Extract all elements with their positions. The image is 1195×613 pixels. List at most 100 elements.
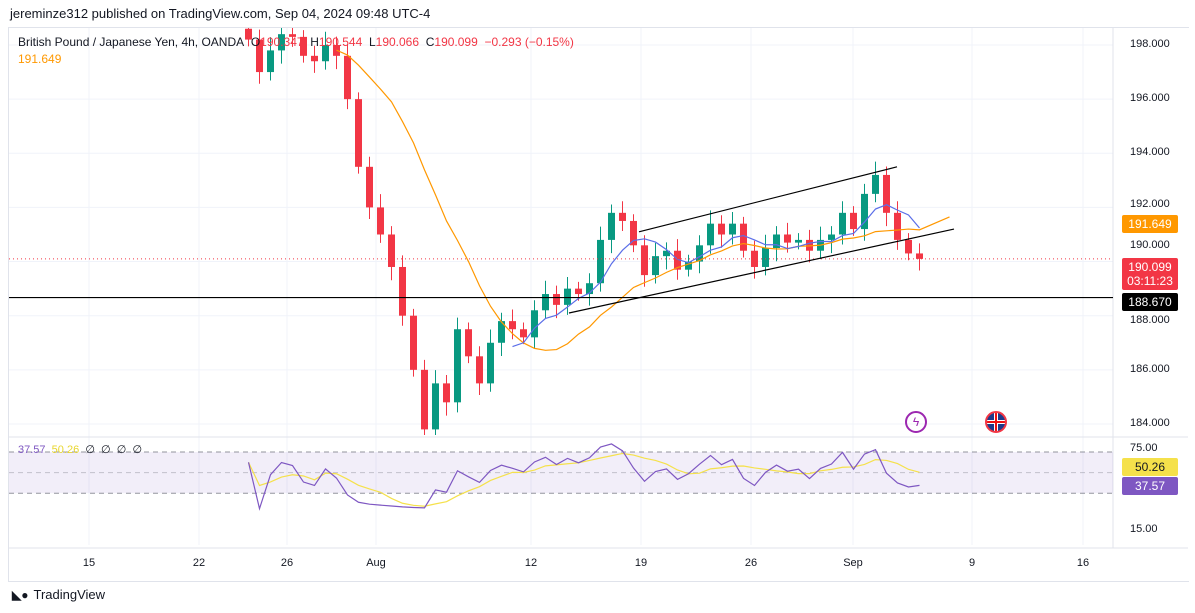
time-axis-label: 16 — [1076, 557, 1090, 569]
candle-body — [300, 36, 307, 56]
candle-body — [377, 207, 384, 235]
candle-body — [839, 212, 846, 235]
candle-body — [564, 288, 571, 305]
candle-body — [674, 250, 681, 270]
candle-body — [575, 288, 582, 295]
candle-body — [322, 45, 329, 62]
candle-body — [344, 55, 351, 100]
candle-body — [399, 266, 406, 316]
close-value: 190.099 — [434, 35, 478, 49]
candle-body — [542, 294, 549, 311]
channel-lower-line — [568, 228, 955, 314]
bar-countdown: 03:11:23 — [1127, 274, 1173, 288]
candle-body — [465, 329, 472, 357]
candle-body — [707, 223, 714, 246]
candle-body — [256, 39, 263, 73]
symbol-title: British Pound / Japanese Yen, 4h, OANDA — [18, 35, 245, 49]
rsi-tag: 37.57 — [1122, 477, 1178, 495]
candle-body — [608, 212, 615, 240]
candle-body — [872, 174, 879, 194]
candle-body — [740, 223, 747, 251]
candle-body — [366, 166, 373, 208]
time-axis-label: 15 — [82, 557, 96, 569]
time-axis-label: 22 — [192, 557, 206, 569]
candle-body — [762, 248, 769, 267]
candle-body — [784, 234, 791, 243]
candle-body — [586, 283, 593, 295]
rsi-line — [247, 443, 920, 511]
candle-body — [432, 383, 439, 430]
candle-body — [894, 212, 901, 240]
uk-flag-icon[interactable] — [985, 411, 1007, 433]
candle-body — [509, 321, 516, 330]
time-axis-label: 26 — [744, 557, 758, 569]
price-axis-label: 184.000 — [1130, 416, 1170, 429]
candle-body — [696, 245, 703, 262]
candle-body — [454, 329, 461, 403]
tradingview-logo[interactable]: ◣● TradingView — [12, 587, 105, 602]
rsi-ma-value: 50.26 — [51, 444, 80, 456]
candle-body — [641, 245, 648, 276]
na-value: ∅ — [116, 444, 127, 456]
candle-body — [245, 28, 252, 40]
candle-body — [630, 220, 637, 246]
last-price: 190.099 — [1128, 260, 1172, 274]
candle-body — [278, 34, 285, 51]
price-axis-label: 186.000 — [1130, 362, 1170, 375]
low-label: L — [368, 35, 376, 49]
na-value: ∅ — [101, 444, 111, 456]
na-value: ∅ — [85, 444, 95, 456]
level-price-tag: 188.670 — [1122, 293, 1178, 311]
time-axis-label: 12 — [524, 557, 538, 569]
candle-body — [619, 212, 626, 221]
ma-slow-line — [336, 49, 950, 351]
channel-upper-line — [638, 166, 898, 233]
tradingview-logo-icon: ◣● — [12, 587, 29, 602]
time-axis-label: Aug — [366, 557, 386, 569]
candle-body — [652, 256, 659, 276]
price-axis-label: 196.000 — [1130, 92, 1170, 105]
open-label: O — [250, 35, 261, 49]
candle-body — [718, 223, 725, 235]
candle-body — [476, 356, 483, 384]
rsi-ma-line — [247, 452, 920, 507]
candle-body — [729, 223, 736, 235]
candle-body — [883, 174, 890, 213]
ma-price-tag: 191.649 — [1122, 215, 1178, 233]
candle-body — [498, 321, 505, 343]
rsi-ma-tag: 50.26 — [1122, 458, 1178, 476]
price-axis-label: 192.000 — [1130, 198, 1170, 211]
candle-body — [905, 239, 912, 254]
brand-name: TradingView — [33, 587, 106, 602]
candle-body — [916, 253, 923, 259]
candle-body — [751, 250, 758, 267]
change-value: −0.293 (−0.15%) — [484, 35, 574, 49]
candle-body — [388, 234, 395, 267]
lightning-event-icon[interactable]: ϟ — [905, 411, 927, 433]
ma-legend-value: 191.649 — [18, 52, 62, 66]
candle-body — [861, 193, 868, 230]
rsi-axis-label: 75.00 — [1130, 442, 1158, 454]
open-value: 190.347 — [260, 35, 304, 49]
candle-body — [795, 239, 802, 243]
candle-body — [410, 315, 417, 370]
candle-body — [421, 369, 428, 430]
candle-body — [531, 310, 538, 338]
time-axis-label: Sep — [843, 557, 863, 569]
price-pane — [245, 28, 950, 435]
time-axis-label: 26 — [280, 557, 294, 569]
high-value: 190.544 — [318, 35, 363, 49]
candle-body — [520, 329, 527, 338]
candle-body — [663, 250, 670, 257]
price-axis-label: 198.000 — [1130, 38, 1170, 50]
high-label: H — [310, 35, 319, 49]
published-caption: jereminze312 published on TradingView.co… — [10, 6, 431, 21]
candle-body — [355, 99, 362, 167]
rsi-value: 37.57 — [18, 444, 46, 456]
price-axis-label: 194.000 — [1130, 146, 1170, 159]
rsi-band — [9, 452, 1113, 494]
candle-body — [597, 239, 604, 284]
rsi-legend: 37.57 50.26 ∅ ∅ ∅ ∅ — [18, 443, 142, 456]
candle-body — [685, 261, 692, 270]
